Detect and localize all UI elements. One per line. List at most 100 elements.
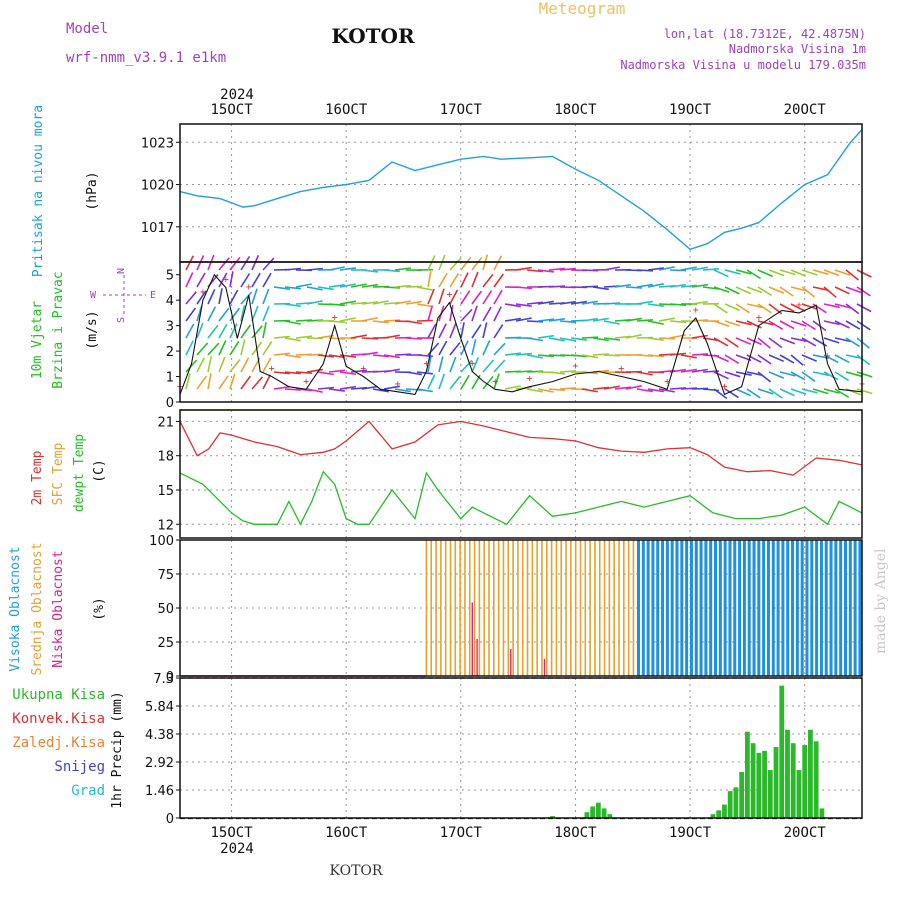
wind-arrow <box>592 386 609 390</box>
wind-arrow <box>625 334 642 339</box>
wind-arrow <box>768 320 784 330</box>
wind-arrow <box>647 320 664 325</box>
wind-arrow <box>427 288 435 305</box>
wind-arrow <box>801 388 818 394</box>
time-tick-bottom: 20OCT <box>784 825 827 841</box>
wind-arrow <box>735 286 751 295</box>
wind-gust-marker: + <box>527 374 533 385</box>
wind-arrow <box>834 388 850 398</box>
wind-arrow <box>471 356 480 373</box>
panel-frame <box>179 409 863 539</box>
cloud-bar-high <box>728 540 732 676</box>
wind-gust-marker: + <box>360 364 366 375</box>
wind-arrow <box>427 323 437 339</box>
wind-arrow <box>636 319 654 322</box>
wind-arrow <box>240 291 253 305</box>
cloud-label-high: Visoka Oblacnost <box>8 546 23 671</box>
wind-arrow <box>383 269 400 273</box>
wind-arrow <box>471 271 479 288</box>
wind-arrow <box>790 320 807 327</box>
wind-arrow <box>493 273 504 288</box>
wind-arrow <box>845 354 862 360</box>
wind-arrow <box>834 371 850 382</box>
wind-arrow <box>746 286 763 294</box>
precip-legend-item: Ukupna Kisa <box>12 687 105 703</box>
wind-arrow <box>746 354 762 364</box>
wind-arrow <box>713 337 729 347</box>
wind-arrow <box>240 357 250 373</box>
pressure-line <box>179 129 863 251</box>
wind-arrow <box>262 272 272 288</box>
wind-arrow <box>537 300 554 305</box>
wind-arrow <box>383 301 400 305</box>
cloud-bar-high <box>762 540 766 676</box>
cloud-bar-high <box>689 540 693 676</box>
wind-arrow <box>196 342 209 356</box>
wind-arrow <box>570 354 587 358</box>
wind-arrow <box>229 373 236 390</box>
wind-arrow <box>438 356 444 373</box>
wind-unit: (m/s) <box>85 310 100 349</box>
wind-arrow <box>504 317 521 322</box>
wind-arrow <box>856 303 872 313</box>
precip-bar <box>819 808 825 818</box>
wind-arrow <box>669 320 686 324</box>
wind-arrow <box>493 306 502 322</box>
wind-arrow <box>614 386 631 390</box>
time-tick-bottom: 19OCT <box>669 825 712 841</box>
wind-arrow <box>581 388 598 393</box>
wind-arrow <box>361 269 378 273</box>
wind-arrow <box>339 371 356 375</box>
wind-arrow <box>383 319 401 322</box>
cloud-bar-high <box>718 540 722 676</box>
panel-frame <box>179 261 863 403</box>
wind-arrow <box>229 289 239 305</box>
wind-arrow <box>614 335 631 339</box>
wind-arrow <box>790 303 806 312</box>
wind-arrow <box>581 317 598 322</box>
wind-arrow <box>262 288 270 305</box>
wind-arrow <box>471 290 483 305</box>
wind-arrow <box>823 337 840 344</box>
meteogram-label: Meteogram <box>539 0 626 18</box>
cloud-bar-high <box>805 540 809 676</box>
wind-arrow <box>229 271 234 288</box>
wind-arrow <box>427 356 432 373</box>
wind-arrow <box>460 359 473 373</box>
wind-arrow <box>504 385 521 390</box>
wind-arrow <box>185 272 194 288</box>
wind-arrow <box>427 342 440 356</box>
wind-arrow <box>537 354 554 358</box>
wind-arrow <box>581 354 598 359</box>
wind-arrow <box>680 354 697 359</box>
lonlat-text: lon,lat (18.7312E, 42.4875N) <box>664 27 866 41</box>
wind-arrow <box>460 308 473 322</box>
wind-arrow <box>328 369 345 373</box>
wind-arrow <box>196 375 208 390</box>
wind-arrow <box>306 300 323 305</box>
panel-frame <box>179 123 863 263</box>
wind-arrow <box>460 322 465 339</box>
wind-arrow <box>207 342 220 356</box>
wind-arrow <box>559 320 576 324</box>
wind-arrow <box>295 283 312 288</box>
wind-arrow <box>383 385 400 390</box>
wind-arrow <box>515 303 532 307</box>
wind-arrow <box>592 317 609 322</box>
y-tick-label: 4.38 <box>145 728 174 743</box>
wind-arrow <box>229 307 241 322</box>
wind-arrow <box>218 257 230 271</box>
wind-arrow <box>482 359 495 373</box>
wind-arrow <box>427 305 434 322</box>
wind-arrow <box>757 388 774 395</box>
wind-arrow <box>614 284 631 288</box>
wind-arrow <box>361 317 378 322</box>
y-tick-label: 2.92 <box>145 756 174 771</box>
wind-arrow <box>350 301 367 305</box>
precip-bar <box>710 814 716 818</box>
wind-arrow <box>196 322 204 339</box>
wind-arrow <box>570 300 587 305</box>
wind-arrow <box>702 286 719 290</box>
wind-arrow <box>460 272 469 288</box>
